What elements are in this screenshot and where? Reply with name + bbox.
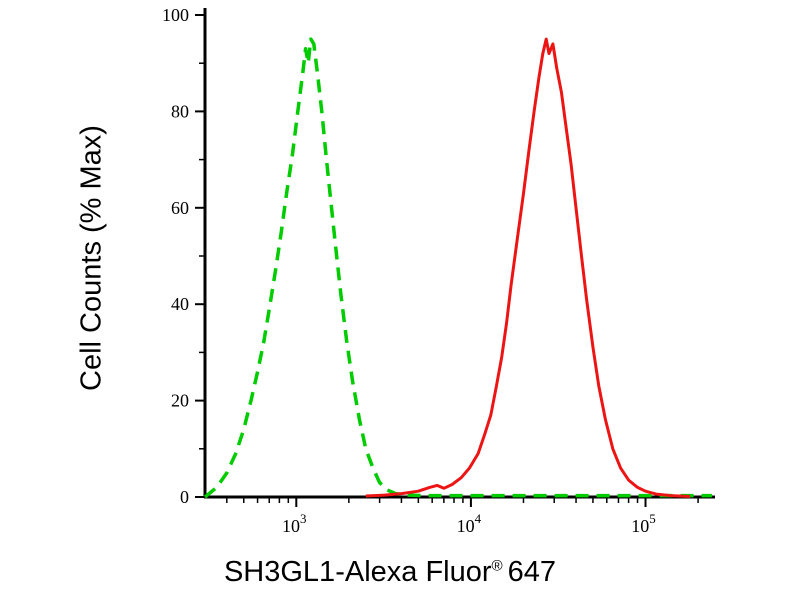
y-tick-label: 60 bbox=[171, 198, 189, 218]
x-tick-label: 104 bbox=[457, 511, 482, 536]
registered-trademark-symbol: ® bbox=[491, 557, 503, 575]
sh3gl1-alexa-fluor-647-curve bbox=[365, 37, 691, 498]
x-axis-label: SH3GL1-Alexa Fluor® 647 bbox=[224, 556, 556, 589]
y-tick-label: 100 bbox=[162, 5, 189, 25]
x-tick-label: 103 bbox=[282, 511, 307, 536]
x-tick-label: 105 bbox=[631, 511, 656, 536]
y-tick-label: 80 bbox=[171, 101, 189, 121]
y-tick-label: 20 bbox=[171, 391, 189, 411]
y-axis-label: Cell Counts (% Max) bbox=[75, 125, 108, 391]
x-axis-label-main: SH3GL1-Alexa Fluor bbox=[223, 556, 492, 588]
x-axis-label-suffix: 647 bbox=[507, 556, 557, 588]
y-tick-label: 0 bbox=[180, 487, 189, 507]
negative-control-curve bbox=[203, 37, 712, 499]
y-tick-label: 40 bbox=[171, 294, 189, 314]
